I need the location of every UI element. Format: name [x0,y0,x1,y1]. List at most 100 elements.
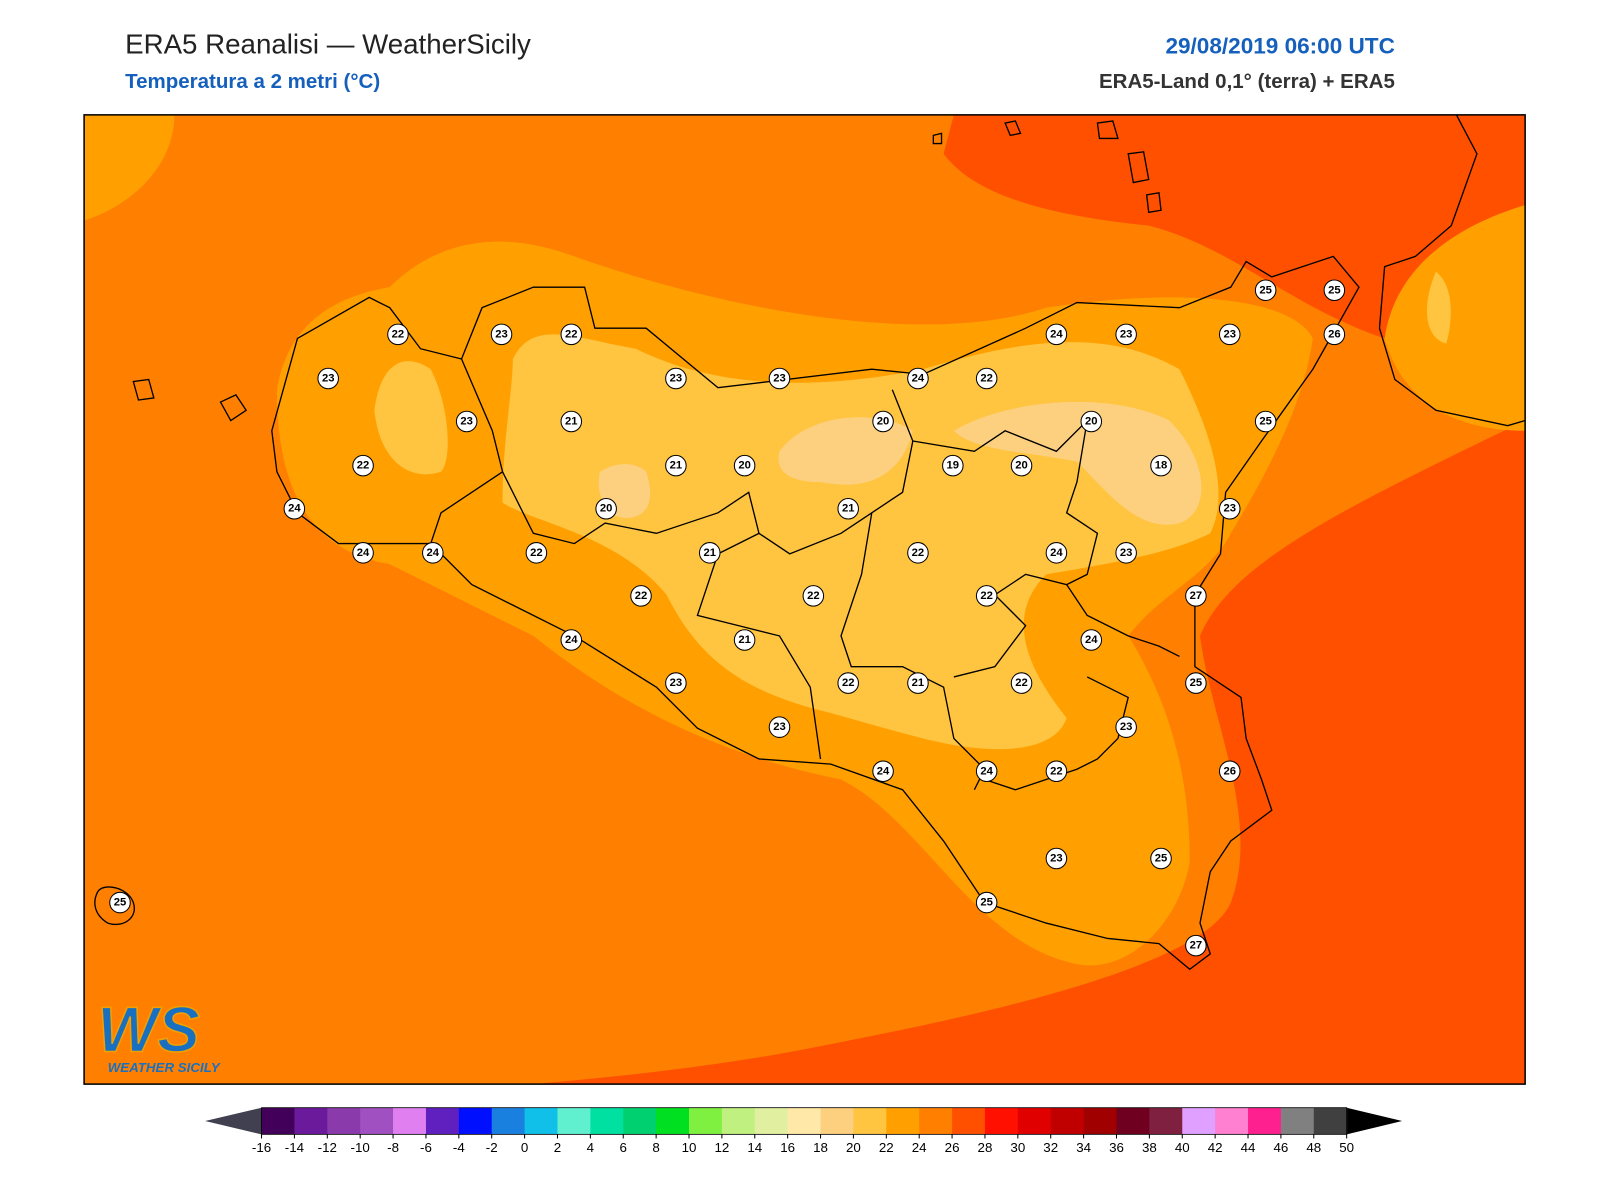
colorbar-swatch [360,1107,394,1135]
station-marker [665,454,687,477]
station-value: 22 [912,547,925,559]
station-value: 22 [842,677,855,689]
colorbar-frame [261,1107,1348,1135]
station-marker [768,367,791,390]
station-marker [975,585,998,607]
station-value: 23 [1050,852,1063,864]
colorbar-tick-label: 34 [1076,1140,1091,1155]
colorbar-tick-label: -14 [285,1140,305,1155]
station-marker [907,672,929,694]
station-marker [942,454,964,477]
station-value: 27 [1190,940,1203,952]
colorbar-tick-label: 10 [682,1140,697,1155]
province-borders [984,584,1180,791]
logo-mark: WS [97,994,199,1065]
station-marker [733,629,756,651]
station-marker [560,410,583,433]
station-value: 24 [427,547,440,559]
station-marker [768,716,791,738]
station-marker [837,672,859,694]
colorbar-tick-label: 32 [1043,1140,1058,1155]
colorbar-tick-label: -6 [420,1140,432,1155]
station-value: 21 [912,677,925,689]
station-marker [422,542,444,564]
station-value: 24 [1085,634,1098,646]
station-marker [1185,672,1207,694]
station-value: 22 [807,590,820,602]
colorbar-tick-label: 26 [945,1140,960,1155]
station-marker [1254,410,1277,433]
colorbar-tick-label: 46 [1273,1140,1288,1155]
colorbar-swatch [919,1107,953,1135]
station-value: 22 [530,547,543,559]
colorbar-swatch [689,1107,723,1135]
colorbar-swatch [393,1107,427,1135]
station-marker [1323,279,1346,302]
station-value: 25 [1259,284,1272,296]
colorbar-tick-label: 4 [587,1140,595,1155]
colorbar-swatch [1050,1107,1085,1135]
colorbar-tick-label: 8 [652,1140,659,1155]
station-value: 23 [670,677,683,689]
station-marker [1115,716,1137,738]
station-marker [283,497,306,520]
station-value: 21 [738,634,751,646]
station-value: 22 [392,328,405,340]
colorbar-swatch [1149,1107,1183,1135]
station-value: 22 [980,590,993,602]
station-value: 20 [1085,416,1098,428]
station-marker [455,410,478,433]
colorbar-tick-label: 48 [1306,1140,1321,1155]
station-value: 23 [495,328,508,340]
colorbar-swatch [1017,1107,1052,1135]
colorbar-tick-label: 16 [780,1140,795,1155]
station-marker [1045,847,1068,870]
station-value: 22 [1050,765,1063,777]
colorbar-tick-label: 42 [1208,1140,1223,1155]
station-value: 22 [635,590,648,602]
station-marker [872,760,894,783]
station-marker [387,323,409,346]
station-value: 22 [357,460,370,472]
colorbar-swatch [754,1107,789,1135]
colorbar-swatch [458,1107,493,1135]
colorbar-swatch [1313,1107,1348,1135]
station-marker [907,542,929,564]
colorbar: -16 -14 -12 -10 -8 -6 -4 -2 0 2 4 6 8 10 12 14 16 18 20 22 2… [205,1107,1403,1155]
station-value: 19 [947,460,960,472]
colorbar-tick-label: -8 [387,1140,399,1155]
colorbar-over [1346,1107,1403,1135]
station-value: 24 [1050,547,1063,559]
station-marker [560,629,583,651]
colorbar-swatch [1083,1107,1118,1135]
colorbar-swatch [623,1107,657,1135]
colorbar-swatch [261,1107,295,1135]
station-marker [630,585,652,607]
islands [94,120,1162,925]
contour-26 [943,114,1526,339]
station-marker [109,891,131,914]
station-value: 21 [670,460,683,472]
colorbar-swatch [952,1107,986,1135]
colorbar-swatch [327,1107,361,1135]
station-value: 23 [1120,547,1133,559]
station-value: 22 [980,372,993,384]
colorbar-tick-label: 38 [1142,1140,1157,1155]
station-marker [665,672,687,694]
station-marker [595,497,617,520]
station-marker [698,542,721,564]
colorbar-tick-label: 44 [1241,1140,1256,1155]
stations: 22 23 22 23 23 21 22 24 20 21 20 23 23 24 22 20 19 20 20 18… [109,279,1346,957]
station-value: 25 [1190,677,1203,689]
station-value: 24 [288,503,301,515]
colorbar-swatch [590,1107,624,1135]
station-marker [1254,279,1277,302]
station-marker [525,542,548,564]
colorbar-swatch [491,1107,526,1135]
colorbar-swatch [524,1107,558,1135]
colorbar-tick-label: 2 [554,1140,561,1155]
colorbar-tick-label: 50 [1339,1140,1354,1155]
station-marker [1323,323,1346,346]
station-marker [802,585,825,607]
station-marker [1010,672,1033,694]
